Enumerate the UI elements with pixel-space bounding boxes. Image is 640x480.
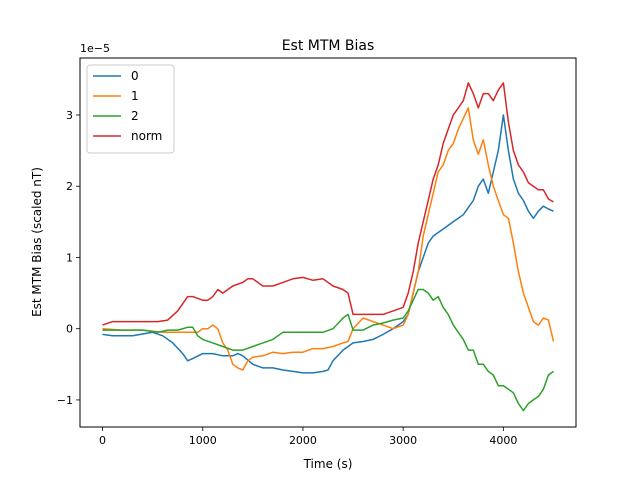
axes-frame: [79, 57, 577, 428]
x-axis: 0 1000 2000 3000 4000: [99, 427, 517, 447]
y-tick-label: −1: [57, 394, 73, 407]
series-line-1: [102, 107, 555, 371]
x-axis-label: Time (s): [303, 457, 353, 471]
chart-title: Est MTM Bias: [282, 38, 375, 54]
y-tick-label: 1: [66, 251, 73, 264]
y-tick-label: 0: [66, 323, 73, 336]
legend-box: [86, 64, 175, 154]
y-tick-label: 2: [66, 180, 73, 193]
series-line-norm: [102, 82, 554, 326]
x-tick-label: 4000: [489, 434, 517, 447]
plot-area: [102, 82, 555, 412]
series-line-2: [102, 288, 554, 412]
y-axis-label: Est MTM Bias (scaled nT): [30, 167, 44, 317]
legend: 0 1 2 norm: [86, 64, 175, 154]
legend-label-norm: norm: [131, 129, 162, 143]
y-tick-label: 3: [66, 109, 73, 122]
x-tick-label: 0: [99, 434, 106, 447]
x-tick-label: 1000: [189, 434, 217, 447]
legend-label-2: 2: [131, 109, 139, 123]
x-tick-label: 2000: [289, 434, 317, 447]
y-offset-text: 1e−5: [80, 42, 110, 55]
legend-label-1: 1: [131, 89, 139, 103]
series-line-0: [102, 114, 554, 374]
y-axis: −1 0 1 2 3: [57, 109, 80, 407]
x-tick-label: 3000: [389, 434, 417, 447]
legend-label-0: 0: [131, 69, 139, 83]
